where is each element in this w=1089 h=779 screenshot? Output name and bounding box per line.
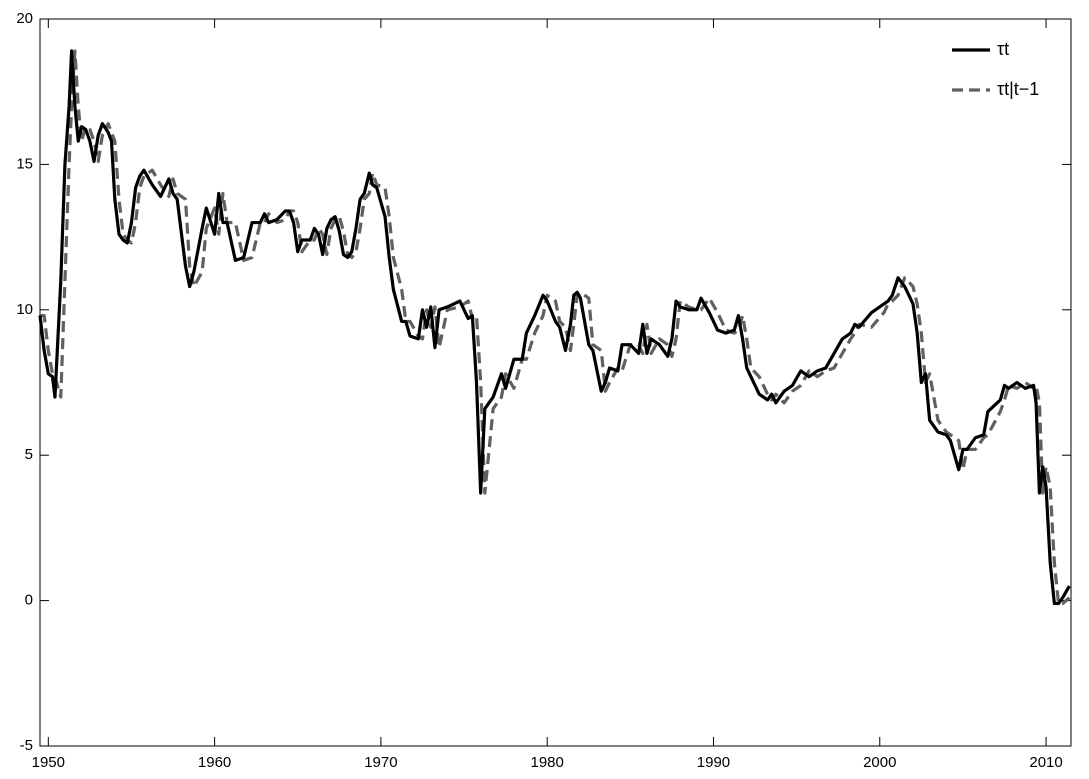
legend-label: τt|t−1 bbox=[997, 79, 1039, 99]
x-tick-label: 1960 bbox=[198, 754, 231, 771]
x-tick-label: 1970 bbox=[364, 754, 397, 771]
x-tick-label: 1990 bbox=[697, 754, 730, 771]
y-tick-label: 5 bbox=[25, 446, 33, 463]
x-tick-label: 1980 bbox=[530, 754, 563, 771]
y-tick-label: 15 bbox=[16, 155, 33, 172]
series-line bbox=[38, 49, 1071, 606]
plot-frame bbox=[39, 18, 1072, 747]
y-tick-label: -5 bbox=[20, 737, 33, 754]
x-tick-label: 1950 bbox=[32, 754, 65, 771]
y-tick-label: 20 bbox=[16, 10, 33, 27]
legend-label: τt bbox=[997, 39, 1009, 59]
y-tick-label: 10 bbox=[16, 301, 33, 318]
x-tick-label: 2000 bbox=[863, 754, 896, 771]
series-line bbox=[40, 49, 1071, 606]
y-tick-label: 0 bbox=[25, 592, 33, 609]
x-tick-label: 2010 bbox=[1029, 754, 1062, 771]
